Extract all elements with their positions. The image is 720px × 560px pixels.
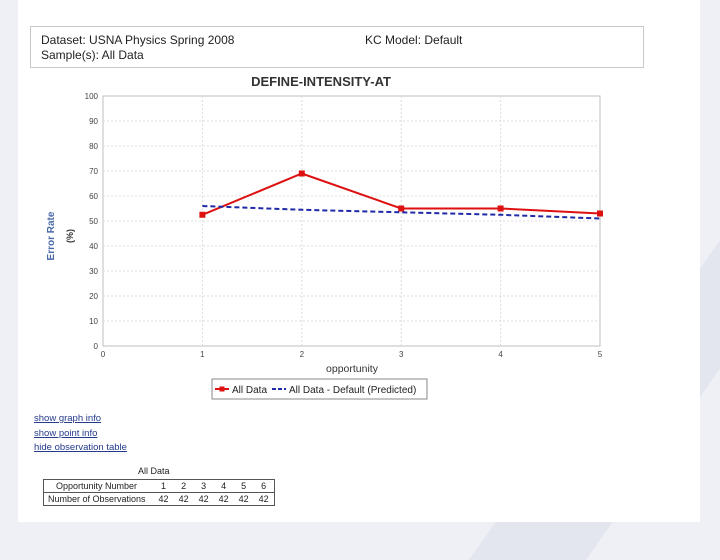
show-point-info-link[interactable]: show point info [34, 428, 98, 439]
y-tick-label: 70 [89, 167, 98, 176]
y-tick-label: 60 [89, 192, 98, 201]
opportunity-cell: 2 [181, 481, 187, 491]
opportunity-row: Opportunity Number 1 2 3 4 5 6 [44, 480, 275, 493]
observations-row: Number of Observations 42 42 42 42 42 42 [43, 492, 275, 506]
legend-marker-all-data [219, 386, 225, 392]
y-tick-label: 50 [89, 217, 98, 226]
opportunity-cell: 6 [261, 481, 267, 491]
legend-box [211, 378, 428, 400]
y-tick-label: 40 [89, 242, 98, 251]
dataset-label: Dataset: USNA Physics Spring 2008 [41, 33, 235, 47]
observation-count-cell: 42 [173, 492, 194, 506]
data-point-marker[interactable] [398, 205, 405, 212]
sample-label: Sample(s): All Data [41, 48, 144, 62]
series-line-predicted [202, 205, 601, 220]
legend-label-predicted: All Data - Default (Predicted) [289, 385, 416, 396]
data-point-marker[interactable] [298, 170, 305, 177]
y-tick-label: 90 [89, 117, 98, 126]
observation-table: Opportunity Number 1 2 3 4 5 6 Number of… [43, 479, 275, 506]
chart-title: DEFINE-INTENSITY-AT [251, 74, 391, 89]
observation-count-cell: 42 [153, 492, 174, 506]
y-tick-label: 100 [85, 92, 99, 101]
data-point-marker[interactable] [497, 205, 504, 212]
x-tick-label: 2 [300, 350, 305, 359]
y-tick-label: 0 [94, 342, 99, 351]
show-graph-info-link[interactable]: show graph info [34, 413, 102, 424]
observation-count-cell: 42 [213, 492, 234, 506]
data-point-marker[interactable] [597, 210, 603, 217]
series-layer [199, 170, 603, 220]
observation-count-cell: 42 [233, 492, 254, 506]
y-tick-label: 30 [89, 267, 98, 276]
axis-ticks: 0 10 20 30 40 50 60 70 80 90 100 0 1 2 3 4 5 [85, 92, 603, 359]
data-point-marker[interactable] [199, 211, 206, 218]
observations-row-header: Number of Observations [43, 492, 154, 506]
dataset-info-box: Dataset: USNA Physics Spring 2008 KC Mod… [30, 26, 644, 68]
y-axis-label: Error Rate [46, 211, 57, 260]
legend-label-all-data: All Data [232, 385, 267, 396]
opportunity-row-header: Opportunity Number [56, 481, 138, 491]
hide-observation-table-link[interactable]: hide observation table [34, 442, 127, 453]
kc-model-label: KC Model: Default [365, 33, 463, 47]
opportunity-cell: 3 [201, 481, 207, 491]
observation-table-caption: All Data [138, 466, 170, 476]
opportunity-cell: 4 [221, 481, 227, 491]
x-axis-label: opportunity [326, 363, 379, 375]
y-axis-unit: (%) [65, 229, 75, 243]
x-tick-label: 4 [498, 350, 503, 359]
opportunity-cell: 1 [161, 481, 167, 491]
x-tick-label: 1 [200, 350, 205, 359]
x-tick-label: 0 [101, 350, 106, 359]
grid-lines [103, 96, 600, 346]
x-tick-label: 3 [399, 350, 404, 359]
opportunity-cell: 5 [241, 481, 247, 491]
y-tick-label: 10 [89, 317, 98, 326]
y-tick-label: 20 [89, 292, 98, 301]
y-tick-label: 80 [89, 142, 98, 151]
observation-count-cell: 42 [253, 492, 275, 506]
x-tick-label: 5 [598, 350, 603, 359]
learning-curve-chart: 0 10 20 30 40 50 60 70 80 90 100 0 1 2 3 4 5 DEFINE-INTE… [46, 74, 603, 400]
observation-count-cell: 42 [193, 492, 214, 506]
legend: All Data All Data - Default (Predicted) [211, 378, 428, 400]
